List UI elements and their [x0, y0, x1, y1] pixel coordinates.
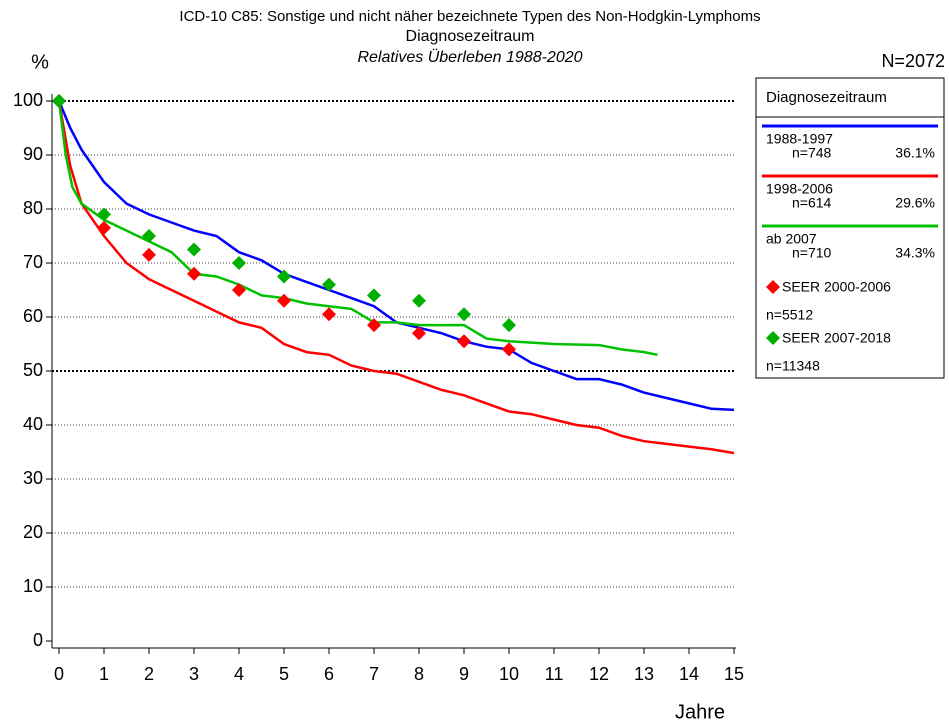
y-tick-label: 70: [23, 252, 43, 272]
y-tick-label: 100: [13, 90, 43, 110]
legend-label: 1988-1997: [766, 131, 833, 147]
survival-line: [57, 100, 735, 412]
seer-marker: [367, 288, 381, 303]
seer-marker: [187, 242, 201, 257]
legend-marker: [766, 331, 780, 345]
x-tick-label: 0: [54, 664, 64, 684]
seer-marker: [142, 247, 156, 262]
seer-marker: [502, 342, 516, 357]
survival-line: [57, 100, 735, 455]
seer-marker: [142, 229, 156, 243]
x-tick-label: 13: [634, 664, 654, 684]
seer-marker: [277, 269, 291, 284]
y-unit: %: [31, 51, 49, 73]
legend-share: 36.1%: [895, 145, 935, 161]
seer-marker: [97, 207, 111, 222]
x-tick-label: 12: [589, 664, 609, 684]
y-tick-label: 80: [23, 198, 43, 218]
y-tick-label: 60: [23, 306, 43, 326]
seer-marker: [97, 220, 111, 235]
seer-marker: [187, 266, 201, 281]
seer-marker: [367, 318, 381, 333]
legend-box: [755, 77, 945, 379]
seer-marker: [502, 318, 516, 333]
chart-subtitle: Diagnosezeitraum: [406, 28, 535, 45]
x-tick-label: 4: [234, 664, 244, 684]
seer-marker: [322, 307, 336, 322]
seer-marker: [277, 293, 291, 308]
legend-marker: [766, 280, 780, 294]
x-tick-label: 15: [724, 664, 744, 684]
seer-marker: [412, 326, 426, 341]
survival-line: [57, 100, 658, 357]
chart-subtitle: Relatives Überleben 1988-2020: [357, 48, 582, 66]
seer-marker: [322, 277, 336, 292]
seer-marker: [412, 293, 426, 308]
x-tick-label: 3: [189, 664, 199, 684]
x-tick-label: 10: [499, 664, 519, 684]
seer-marker: [232, 283, 246, 297]
y-tick-label: 40: [23, 414, 43, 434]
legend-share: 29.6%: [895, 195, 935, 211]
legend-count: n=11348: [766, 358, 820, 374]
seer-marker: [457, 334, 471, 349]
x-tick-label: 2: [144, 664, 154, 684]
seer-marker: [52, 94, 66, 108]
x-axis-label: Jahre: [675, 701, 725, 723]
legend-count: n=5512: [766, 307, 813, 323]
seer-marker: [457, 307, 471, 322]
y-tick-label: 0: [33, 630, 43, 650]
total-count: N=2072: [881, 51, 945, 71]
legend-count: n=614: [792, 195, 832, 211]
x-tick-label: 11: [545, 664, 564, 684]
seer-marker: [232, 256, 246, 270]
x-tick-label: 8: [414, 664, 424, 684]
x-tick-label: 14: [679, 664, 699, 684]
legend-title: Diagnosezeitraum: [766, 89, 887, 106]
legend-label: SEER 2000-2006: [782, 279, 891, 295]
y-tick-label: 30: [23, 468, 43, 488]
x-tick-label: 9: [459, 664, 469, 684]
legend-label: SEER 2007-2018: [782, 330, 891, 346]
x-tick-label: 7: [369, 664, 379, 684]
y-tick-label: 90: [23, 144, 43, 164]
legend-count: n=710: [792, 245, 832, 261]
chart-title: ICD-10 C85: Sonstige und nicht näher bez…: [179, 8, 760, 25]
y-tick-label: 50: [23, 360, 43, 380]
y-tick-label: 20: [23, 522, 43, 542]
legend-label: ab 2007: [766, 231, 817, 247]
y-tick-label: 10: [23, 576, 43, 596]
x-tick-label: 1: [99, 664, 109, 684]
legend-label: 1998-2006: [766, 181, 833, 197]
legend-share: 34.3%: [895, 245, 935, 261]
legend-count: n=748: [792, 145, 832, 161]
x-tick-label: 5: [279, 664, 289, 684]
x-tick-label: 6: [324, 664, 334, 684]
